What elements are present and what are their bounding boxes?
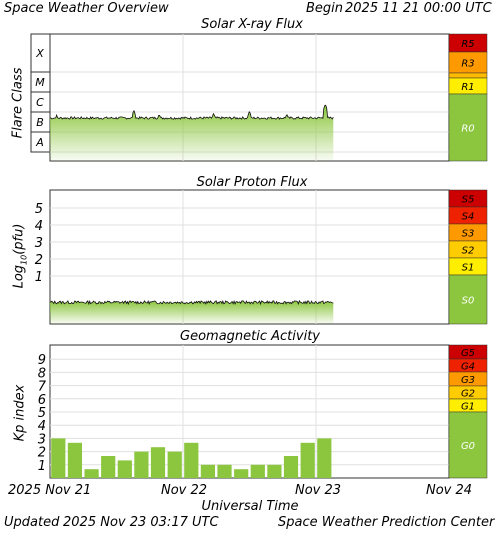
kp-bar — [267, 464, 282, 478]
geomag-tick-2: 2 — [38, 446, 46, 461]
xray-class-label-0: X — [35, 47, 44, 60]
geomag-scale-label-5: G0 — [461, 441, 475, 452]
kp-bar — [167, 451, 182, 478]
credit: Space Weather Prediction Center — [278, 515, 495, 530]
geomag-ylabel: Kp index — [12, 384, 28, 442]
kp-bar — [67, 442, 82, 478]
kp-bar — [234, 469, 249, 478]
kp-bar — [300, 442, 315, 478]
kp-bar — [184, 442, 199, 478]
x-tick-nov22: Nov 22 — [160, 483, 208, 498]
proton-flux-area — [50, 300, 334, 324]
kp-bar — [51, 438, 66, 478]
geomag-scale-label-4: G1 — [461, 402, 475, 413]
geomag-scale-label-0: G5 — [461, 348, 475, 359]
xray-class-label-4: A — [35, 136, 44, 149]
kp-bar — [150, 447, 166, 478]
kp-bar — [217, 464, 232, 478]
geomag-scale-label-2: G3 — [461, 375, 475, 386]
geomag-scale-band-5 — [448, 411, 488, 479]
proton-scale-label-0: S5 — [462, 195, 475, 206]
proton-tick-4: 1 — [35, 270, 43, 285]
proton-tick-3: 2 — [35, 253, 43, 268]
proton-scale-label-2: S3 — [462, 229, 475, 240]
xray-ylabel: Flare Class — [10, 67, 26, 139]
geomag-tick-7: 7 — [38, 380, 47, 395]
geomag-tick-1: 1 — [38, 459, 46, 474]
xray-scale-band-2 — [448, 72, 488, 79]
xray-class-label-2: C — [36, 96, 44, 109]
xray-panel-title: Solar X-ray Flux — [201, 17, 303, 32]
proton-flux-line — [49, 299, 334, 306]
kp-bar — [250, 464, 265, 478]
proton-tick-0: 5 — [35, 202, 43, 217]
xray-scale-label-1: R3 — [461, 59, 474, 70]
x-tick-nov23: Nov 23 — [294, 483, 342, 498]
x-axis-title: Universal Time — [201, 499, 299, 514]
x-tick-nov24: Nov 24 — [425, 483, 473, 498]
page-title: Space Weather Overview — [4, 1, 169, 16]
xray-class-label-3: B — [36, 116, 44, 129]
begin-date: 2025 11 21 00:00 UTC — [345, 1, 492, 16]
xray-scale-label-0: R5 — [461, 39, 474, 50]
geomag-tick-9: 9 — [38, 353, 46, 368]
geomag-tick-3: 3 — [38, 432, 46, 447]
geomag-scale-label-1: G4 — [461, 362, 475, 373]
geomag-tick-5: 5 — [38, 406, 46, 421]
proton-scale-label-3: S2 — [462, 246, 475, 257]
updated-label: Updated — [4, 515, 60, 530]
kp-bar — [200, 464, 215, 478]
geomag-panel-title: Geomagnetic Activity — [180, 329, 320, 344]
geomag-tick-8: 8 — [38, 366, 46, 381]
proton-panel-title: Solar Proton Flux — [196, 175, 308, 190]
geomag-scale-label-3: G2 — [461, 389, 475, 400]
x-tick-nov21: 2025 Nov 21 — [8, 483, 92, 498]
kp-bar — [117, 460, 132, 478]
xray-scale-label-4: R0 — [461, 124, 474, 135]
proton-ylabel: Log10(pfu) — [11, 223, 29, 289]
kp-bar — [101, 456, 116, 478]
xray-scale-label-3: R1 — [461, 82, 474, 93]
xray-class-label-1: M — [35, 76, 45, 89]
proton-scale-label-5: S0 — [462, 296, 475, 307]
kp-bar — [84, 469, 99, 478]
xray-flux-line — [49, 104, 334, 120]
xray-scale-band-4 — [448, 93, 488, 162]
updated-date: 2025 Nov 23 03:17 UTC — [63, 515, 219, 530]
proton-scale-band-5 — [448, 274, 488, 325]
proton-scale-label-4: S1 — [462, 263, 475, 274]
proton-tick-1: 4 — [35, 219, 43, 234]
kp-bar — [134, 451, 149, 478]
geomag-tick-4: 4 — [38, 419, 46, 434]
begin-label: Begin — [306, 1, 344, 16]
kp-bar — [317, 438, 332, 478]
kp-bar — [283, 456, 299, 478]
xray-flux-area — [50, 105, 334, 161]
geomag-tick-6: 6 — [38, 393, 46, 408]
proton-tick-2: 3 — [35, 236, 43, 251]
proton-scale-label-1: S4 — [462, 212, 475, 223]
